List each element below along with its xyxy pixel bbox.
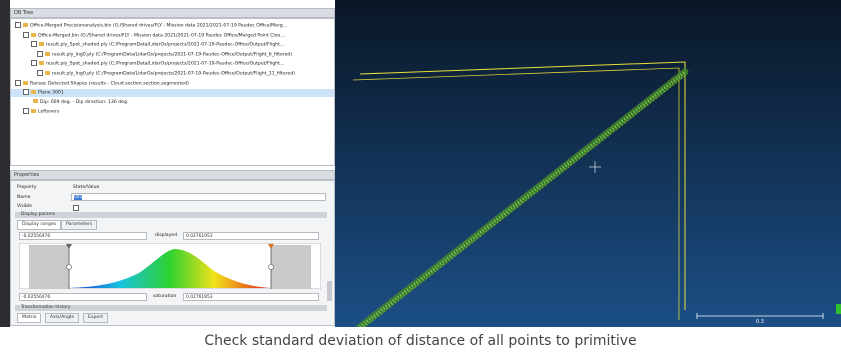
tree-row[interactable]: Plane 3001 (11, 89, 334, 97)
tree-label: result.ply_Ing0.ply (C:/ProgramData/Lida… (52, 72, 295, 77)
tree-row[interactable]: Leftovers (11, 108, 334, 116)
tree-label: result.ply_Spot_shaded.ply (C:/ProgramDa… (46, 43, 284, 48)
tree-checkbox[interactable] (31, 41, 37, 47)
tab[interactable]: Parameters (61, 220, 97, 230)
saturation-label: saturation (153, 294, 176, 299)
tree-row[interactable]: Dip: 009 deg. - Dip direction: 136 deg. (11, 99, 334, 106)
db-tree: Office-Merged Precisionanalysis.bin (G:/… (10, 18, 335, 166)
tree-icon (33, 99, 38, 103)
tree-label: Ransac Detected Shapes (results - Cloud.… (30, 81, 189, 86)
viewport-bg (335, 0, 841, 327)
tree-row[interactable]: result.ply_Ing0.ply (C:/ProgramData/Lida… (11, 51, 334, 59)
section-header: Transformation history (15, 305, 327, 311)
tree-checkbox[interactable] (31, 60, 37, 66)
viewport: 0.3 (335, 0, 841, 327)
tree-label: Leftovers (38, 110, 59, 115)
tree-checkbox[interactable] (15, 22, 21, 28)
caption: Check standard deviation of distance of … (0, 327, 841, 355)
histogram (19, 243, 321, 289)
prop-name: Visible (17, 204, 32, 209)
tab[interactable]: Axis/Angle (45, 313, 79, 323)
tree-icon (39, 42, 44, 46)
scrollbar[interactable] (327, 281, 332, 301)
handle-knob[interactable] (269, 265, 274, 270)
tree-row[interactable]: result.ply_Spot_shaded.ply (C:/ProgramDa… (11, 41, 334, 49)
tree-label: result.ply_Spot_shaded.ply (C:/ProgramDa… (46, 62, 284, 67)
prop-header: Property (17, 185, 36, 190)
tree-checkbox[interactable] (15, 80, 21, 86)
out-range-left (29, 245, 69, 289)
displayed-min[interactable]: -0.02556476 (19, 232, 147, 240)
scale-label: 0.3 (756, 319, 764, 325)
tree-label: Dip: 009 deg. - Dip direction: 136 deg. (40, 100, 128, 105)
tree-icon (23, 23, 28, 27)
displayed-max[interactable]: 0.02761953 (183, 232, 319, 240)
tree-icon (31, 33, 36, 37)
prop-value-text: 001 (74, 195, 82, 200)
side-strip (0, 0, 10, 327)
tree-checkbox[interactable] (23, 108, 29, 114)
tree-checkbox[interactable] (37, 70, 43, 76)
prop-header: State/Value (73, 185, 99, 190)
tree-row[interactable]: result.ply_Ing0.ply (C:/ProgramData/Lida… (11, 70, 334, 78)
tree-icon (45, 52, 50, 56)
displayed-label: displayed (155, 233, 177, 238)
out-range-right (271, 245, 311, 289)
tree-checkbox[interactable] (23, 89, 29, 95)
tree-icon (31, 109, 36, 113)
tree-icon (45, 71, 50, 75)
saturation-max[interactable]: 0.02761953 (183, 293, 319, 301)
tree-checkbox[interactable] (23, 32, 29, 38)
tree-label: Office-Merged Precisionanalysis.bin (G:/… (30, 24, 287, 29)
tree-icon (39, 61, 44, 65)
tree-label: Office-Merged.bin (G:/Shared drives/FLY … (38, 33, 285, 38)
visible-checkbox[interactable] (73, 205, 79, 211)
section-header: Display params (15, 212, 327, 218)
screen: { "db_tree": { "title": "DB Tree", "item… (0, 0, 841, 355)
tree-label: result.ply_Ing0.ply (C:/ProgramData/Lida… (52, 52, 292, 57)
tab[interactable]: Display ranges (17, 220, 61, 230)
tab[interactable]: Export (83, 313, 108, 323)
properties-panel: Property State/Value Name 001 Visible Di… (10, 180, 335, 326)
tree-icon (23, 81, 28, 85)
prop-name: Name (17, 195, 31, 200)
saturation-min[interactable]: -0.02556476 (19, 293, 147, 301)
tree-row[interactable]: Ransac Detected Shapes (results - Cloud.… (11, 80, 334, 88)
tree-row[interactable]: Office-Merged.bin (G:/Shared drives/FLY … (11, 32, 334, 40)
tree-checkbox[interactable] (37, 51, 43, 57)
prop-value[interactable]: 001 (71, 193, 326, 201)
tree-icon (31, 90, 36, 94)
tree-label: Plane 3001 (38, 91, 64, 96)
tab[interactable]: Matrix (17, 313, 41, 323)
db-tree-title: DB Tree (10, 8, 335, 18)
tree-row[interactable]: Office-Merged Precisionanalysis.bin (G:/… (11, 22, 334, 30)
axis-indicator (836, 304, 841, 314)
handle-knob[interactable] (67, 265, 72, 270)
tree-row[interactable]: result.ply_Spot_shaded.ply (C:/ProgramDa… (11, 60, 334, 68)
properties-title: Properties (10, 170, 335, 180)
